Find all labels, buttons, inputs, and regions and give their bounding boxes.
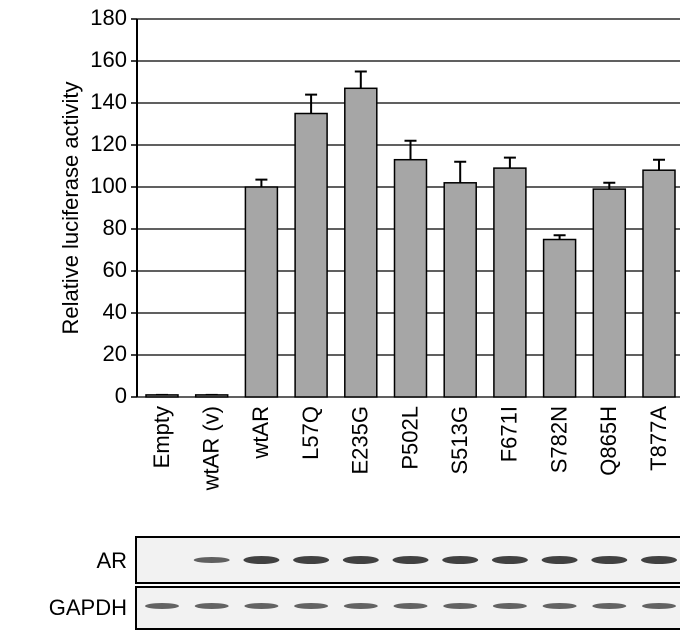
band: [195, 603, 229, 609]
band: [344, 603, 378, 609]
x-tick-label: T877A: [646, 406, 671, 471]
band: [443, 603, 477, 609]
band: [493, 603, 527, 609]
y-tick-label: 180: [90, 5, 127, 30]
y-tick-label: 40: [103, 299, 127, 324]
error-bar: [603, 183, 615, 189]
x-tick-label: L57Q: [298, 406, 323, 460]
band: [592, 603, 626, 609]
chart: Relative luciferase activity AR GAPDH 0 2…: [0, 0, 680, 630]
y-tick-label: 20: [103, 341, 127, 366]
band: [293, 556, 329, 564]
y-tick-label: 80: [103, 215, 127, 240]
band: [394, 603, 428, 609]
bar: [146, 395, 178, 397]
band: [343, 556, 379, 564]
x-tick-label: Empty: [149, 406, 174, 468]
band: [393, 556, 429, 564]
blot-label: AR: [96, 548, 127, 573]
error-bar: [355, 72, 367, 89]
error-bar: [255, 180, 267, 187]
bar: [544, 240, 576, 398]
y-tick-label: 0: [115, 383, 127, 408]
band: [641, 556, 677, 564]
bar: [245, 187, 277, 397]
band: [642, 603, 676, 609]
band: [543, 603, 577, 609]
x-tick-label: wtAR: [248, 406, 273, 460]
x-tick-label: P502L: [397, 406, 422, 470]
x-tick-label: S513G: [447, 406, 472, 475]
band: [442, 556, 478, 564]
band: [243, 556, 279, 564]
x-tick-label: E235G: [348, 406, 373, 475]
y-tick-label: 120: [90, 131, 127, 156]
band: [194, 557, 230, 563]
y-tick-label: 100: [90, 173, 127, 198]
blot-label: GAPDH: [49, 595, 127, 620]
y-axis-label: Relative luciferase activity: [58, 81, 83, 334]
bar: [345, 88, 377, 397]
x-tick-label: wtAR (v): [199, 406, 224, 491]
bar: [494, 168, 526, 397]
band: [542, 556, 578, 564]
band: [145, 603, 179, 609]
error-bar: [405, 141, 417, 160]
y-tick-label: 140: [90, 89, 127, 114]
x-tick-label: F671I: [497, 406, 522, 462]
bar: [593, 189, 625, 397]
band: [244, 603, 278, 609]
band: [294, 603, 328, 609]
error-bar: [454, 162, 466, 183]
error-bar: [504, 158, 516, 169]
x-tick-label: S782N: [546, 406, 571, 473]
bar: [196, 395, 228, 397]
y-tick-label: 160: [90, 47, 127, 72]
band: [591, 556, 627, 564]
band: [492, 556, 528, 564]
error-bar: [653, 160, 665, 171]
bar: [444, 183, 476, 397]
bar: [395, 160, 427, 397]
y-tick-label: 60: [103, 257, 127, 282]
error-bar: [305, 95, 317, 114]
bar: [295, 114, 327, 398]
bar: [643, 170, 675, 397]
x-tick-label: Q865H: [596, 406, 621, 476]
